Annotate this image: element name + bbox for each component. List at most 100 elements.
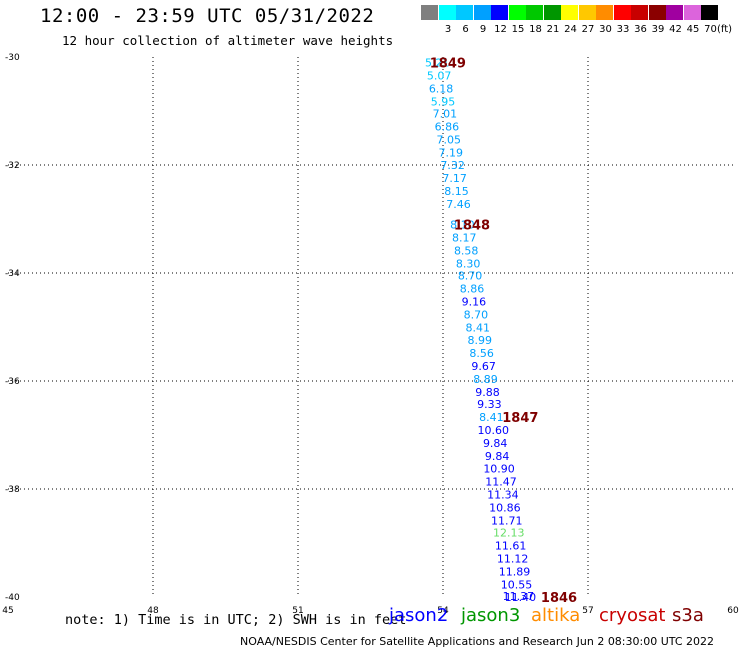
- data-point: 7.01: [433, 108, 458, 121]
- data-point: 8.17: [452, 231, 477, 244]
- scale-swatch: [631, 5, 648, 20]
- data-point: 10.60: [478, 424, 510, 437]
- data-point: 10.86: [489, 501, 521, 514]
- y-tick-label: -30: [5, 53, 20, 63]
- y-tick-label: -36: [5, 377, 20, 387]
- x-tick-label: 60: [727, 606, 739, 616]
- scale-swatch: [421, 5, 438, 20]
- footer-credit: NOAA/NESDIS Center for Satellite Applica…: [240, 635, 715, 648]
- satellite-jason2: jason2: [389, 605, 449, 626]
- scale-swatch: [456, 5, 473, 20]
- x-tick-label: 57: [582, 606, 593, 616]
- data-point: 7.32: [440, 159, 465, 172]
- scale-swatch: [666, 5, 683, 20]
- data-point: 8.89: [473, 373, 498, 386]
- data-point: 7.05: [437, 134, 462, 147]
- data-point: 11.37: [503, 590, 535, 603]
- data-point: 8.41: [466, 322, 491, 335]
- y-tick-label: -32: [5, 161, 20, 171]
- data-point: 10.55: [501, 579, 533, 592]
- data-point: 8.70: [464, 309, 489, 322]
- data-point: 6.86: [435, 121, 460, 134]
- data-point: 7.19: [438, 147, 463, 160]
- scale-label: 33: [616, 24, 630, 35]
- data-point: 7.46: [446, 198, 471, 211]
- satellite-cryosat: cryosat: [599, 605, 666, 626]
- scale-label: 9: [479, 24, 487, 35]
- data-point: 9.33: [477, 398, 502, 411]
- data-point: 8.86: [460, 283, 485, 296]
- satellite-altika: altika: [531, 605, 581, 626]
- scale-swatch: [613, 5, 631, 20]
- scale-swatch: [438, 5, 456, 20]
- pass-label: 1847: [502, 411, 538, 426]
- note-text: note: 1) Time is in UTC; 2) SWH is in fe…: [65, 612, 407, 628]
- scale-label: 15: [511, 24, 525, 35]
- x-tick-label: 48: [147, 606, 159, 616]
- x-tick-label: 51: [292, 606, 303, 616]
- scale-label: 3: [444, 24, 452, 35]
- data-point: 9.88: [475, 386, 500, 399]
- scale-swatch: [561, 5, 578, 20]
- scale-swatch: [491, 5, 508, 20]
- data-point: 8.41: [479, 411, 504, 424]
- data-point: 6.18: [429, 82, 454, 95]
- scale-label: 27: [581, 24, 595, 35]
- scale-label: 70: [704, 24, 717, 35]
- data-point: 11.61: [495, 540, 527, 553]
- data-point: 9.16: [462, 296, 487, 309]
- data-point: 11.47: [485, 475, 517, 488]
- data-point: 9.67: [471, 360, 496, 373]
- scale-label: 24: [564, 24, 577, 35]
- pass-label: 1848: [454, 218, 490, 233]
- y-tick-label: -40: [5, 593, 20, 603]
- scale-swatch: [596, 5, 613, 20]
- data-point: 5.21: [425, 56, 450, 69]
- scale-swatch: [701, 5, 718, 20]
- x-tick-label: 54: [437, 606, 449, 616]
- data-point: 8.99: [467, 334, 492, 347]
- data-point: 11.71: [491, 514, 523, 527]
- data-point: 9.84: [485, 450, 510, 463]
- scale-swatch: [543, 5, 561, 20]
- scale-swatch: [473, 5, 491, 20]
- data-point: 8.30: [456, 257, 481, 270]
- scale-swatch: [578, 5, 596, 20]
- scale-label: 45: [686, 24, 700, 35]
- chart-subtitle: 12 hour collection of altimeter wave hei…: [62, 33, 394, 48]
- scale-label: 39: [651, 24, 665, 35]
- chart-title: 12:00 - 23:59 UTC 05/31/2022: [40, 5, 375, 27]
- data-point: 8.56: [469, 347, 494, 360]
- data-point: 11.89: [499, 566, 531, 579]
- scale-label: 36: [634, 24, 647, 35]
- data-point: 7.17: [442, 172, 467, 185]
- x-tick-label: 45: [2, 606, 13, 616]
- scale-label: 6: [462, 24, 469, 35]
- data-point: 5.95: [431, 95, 456, 108]
- scale-unit: (ft): [717, 24, 733, 35]
- scale-label: 30: [599, 24, 612, 35]
- pass-label: 1849: [430, 56, 466, 71]
- scale-label: 12: [494, 24, 507, 35]
- data-point: 12.13: [493, 527, 525, 540]
- pass-label: 1846: [541, 591, 577, 606]
- data-point: 11.40: [505, 591, 537, 604]
- data-point: 8.15: [444, 185, 469, 198]
- scale-label: 21: [546, 24, 560, 35]
- satellite-s3a: s3a: [672, 605, 704, 626]
- data-point: 8.58: [454, 244, 479, 257]
- data-point: 10.90: [483, 462, 515, 475]
- data-point: 9.84: [483, 437, 508, 450]
- scale-swatch: [683, 5, 701, 20]
- scale-swatch: [508, 5, 526, 20]
- data-point: 11.34: [487, 488, 519, 501]
- scale-label: 42: [669, 24, 682, 35]
- data-point: 8.10: [450, 218, 475, 231]
- scale-swatch: [648, 5, 666, 20]
- y-tick-label: -38: [5, 485, 20, 495]
- satellite-jason3: jason3: [461, 605, 521, 626]
- data-point: 8.70: [458, 270, 483, 283]
- data-point: 5.07: [427, 69, 452, 82]
- data-point: 11.12: [497, 553, 529, 566]
